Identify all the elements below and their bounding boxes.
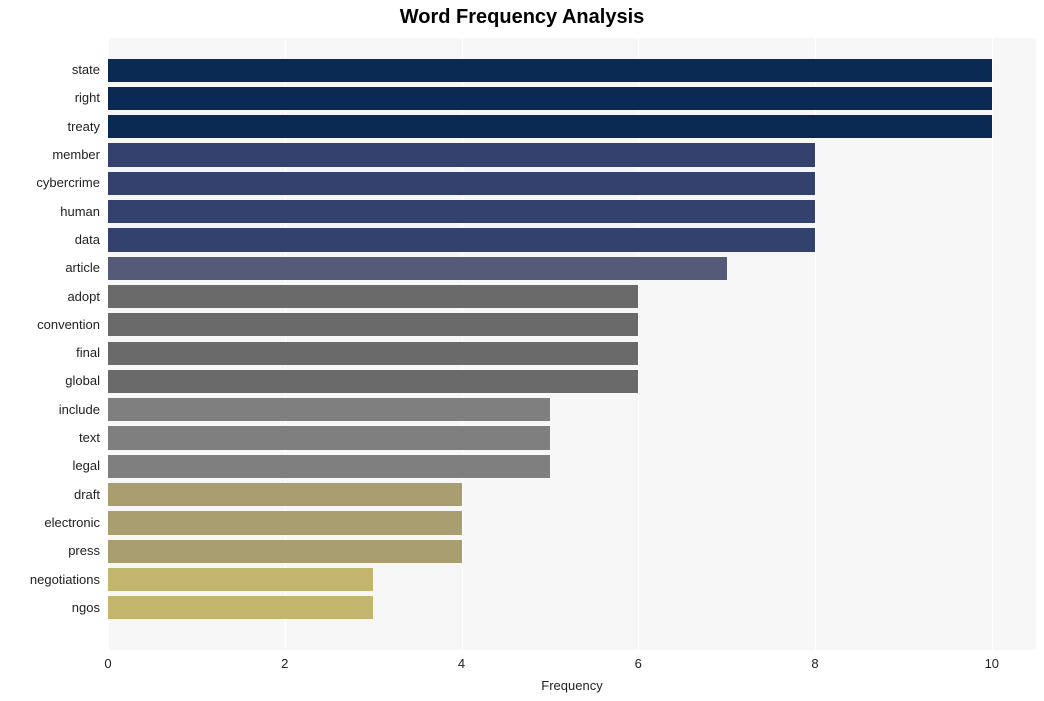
bar xyxy=(108,540,462,563)
y-tick-label: data xyxy=(75,232,100,247)
y-tick-label: final xyxy=(76,345,100,360)
bar xyxy=(108,426,550,449)
bar xyxy=(108,568,373,591)
bar xyxy=(108,59,992,82)
y-tick-label: global xyxy=(65,373,100,388)
bar xyxy=(108,200,815,223)
bar xyxy=(108,87,992,110)
y-tick-label: treaty xyxy=(67,119,100,134)
x-tick-label: 8 xyxy=(811,656,818,671)
y-tick-label: draft xyxy=(74,487,100,502)
y-tick-label: adopt xyxy=(67,289,100,304)
bar xyxy=(108,285,638,308)
bar xyxy=(108,455,550,478)
y-tick-label: cybercrime xyxy=(36,175,100,190)
x-tick-label: 6 xyxy=(635,656,642,671)
bar xyxy=(108,596,373,619)
chart-container: Word Frequency Analysis Frequency 0 2 4 6 8 1… xyxy=(0,0,1044,701)
plot-area xyxy=(108,38,1036,650)
y-tick-label: member xyxy=(52,147,100,162)
bar xyxy=(108,257,727,280)
y-tick-label: electronic xyxy=(44,515,100,530)
y-tick-label: press xyxy=(68,543,100,558)
y-tick-label: article xyxy=(65,260,100,275)
bar xyxy=(108,313,638,336)
gridline xyxy=(992,38,993,650)
chart-title: Word Frequency Analysis xyxy=(0,6,1044,29)
bar xyxy=(108,228,815,251)
bar xyxy=(108,342,638,365)
x-tick-label: 4 xyxy=(458,656,465,671)
x-tick-label: 10 xyxy=(985,656,999,671)
bar xyxy=(108,483,462,506)
y-tick-label: convention xyxy=(37,317,100,332)
x-tick-label: 2 xyxy=(281,656,288,671)
bar xyxy=(108,143,815,166)
bar xyxy=(108,511,462,534)
y-tick-label: state xyxy=(72,62,100,77)
y-tick-label: ngos xyxy=(72,600,100,615)
y-tick-label: include xyxy=(59,402,100,417)
x-tick-label: 0 xyxy=(104,656,111,671)
y-tick-label: negotiations xyxy=(30,572,100,587)
bar xyxy=(108,398,550,421)
y-tick-label: text xyxy=(79,430,100,445)
y-tick-label: right xyxy=(75,90,100,105)
bar xyxy=(108,172,815,195)
y-tick-label: human xyxy=(60,204,100,219)
bar xyxy=(108,115,992,138)
bar xyxy=(108,370,638,393)
y-tick-label: legal xyxy=(73,458,100,473)
x-axis-label: Frequency xyxy=(541,678,602,693)
